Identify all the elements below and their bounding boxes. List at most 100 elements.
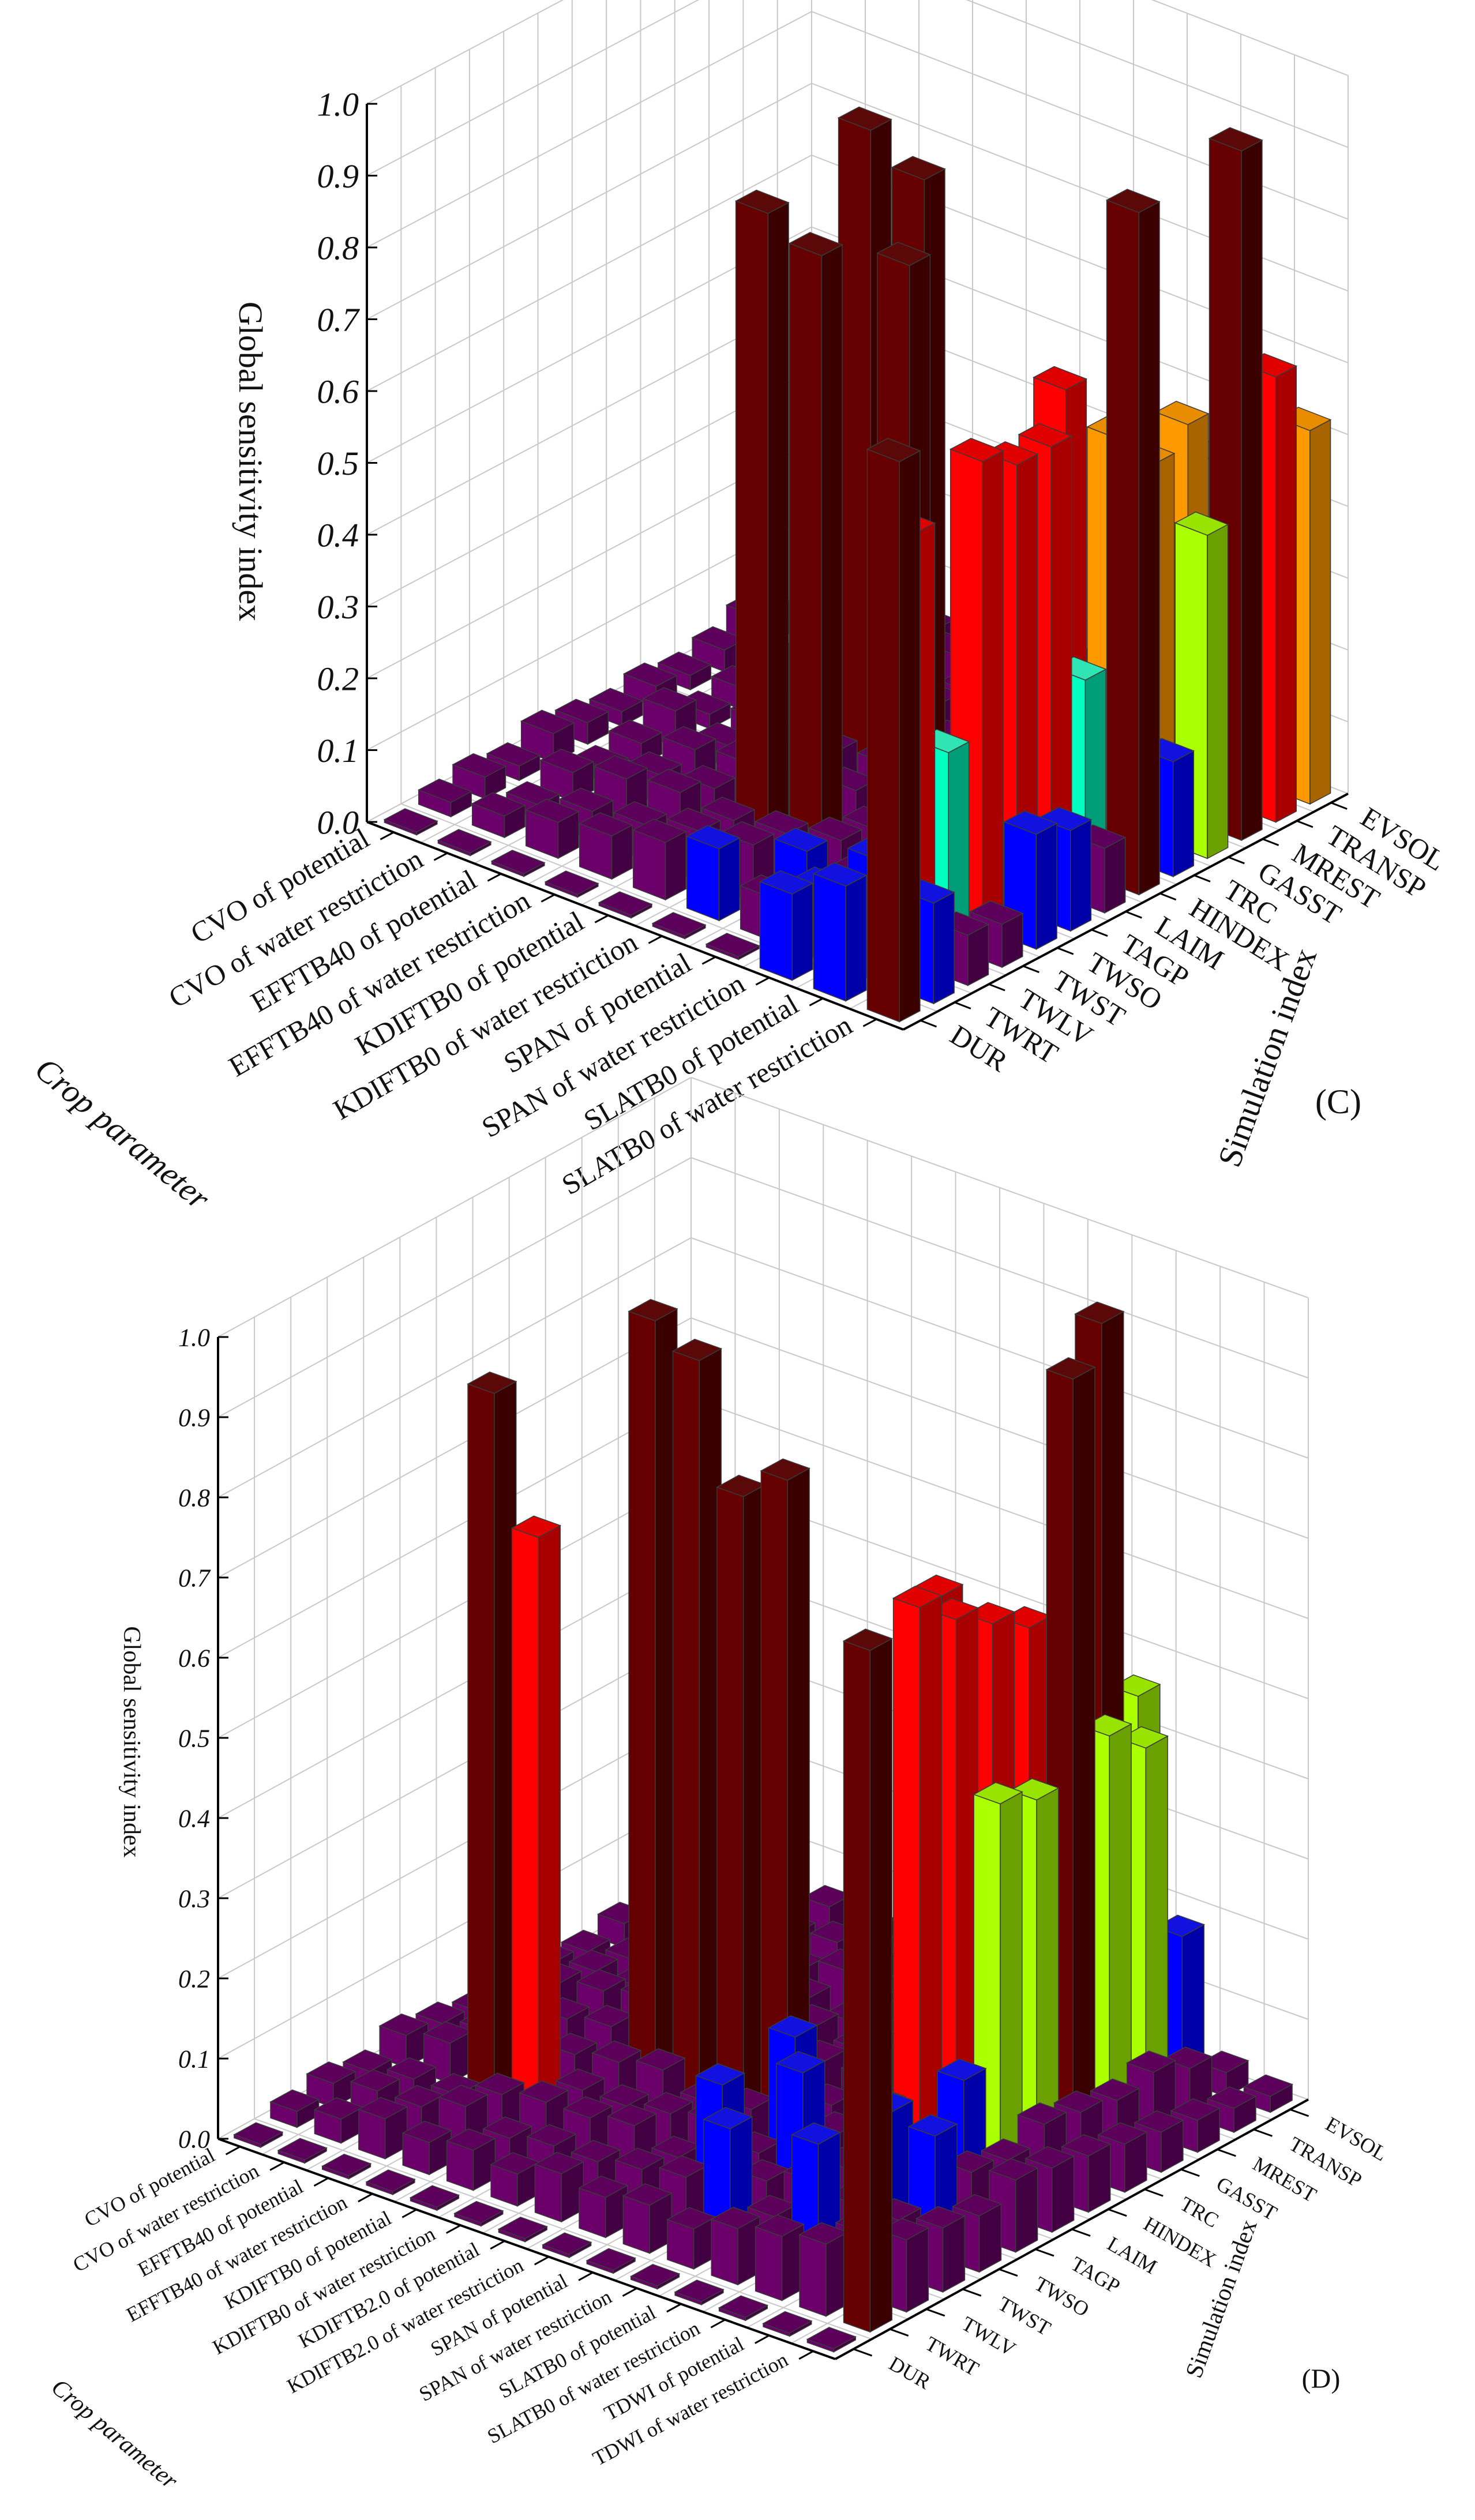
bar-top-face: [544, 870, 599, 895]
bar-top-face: [1089, 2078, 1140, 2101]
z-tick-label: 0.5: [178, 1724, 210, 1752]
z-axis-title: Global sensitivity index: [232, 302, 269, 621]
bar-9-0: [866, 438, 921, 1023]
crop-axis-title: Crop parameter: [46, 2374, 183, 2495]
bar-top-face: [415, 2001, 466, 2024]
bar-top-face: [642, 687, 697, 712]
bar-top-face: [1174, 511, 1229, 536]
left-wall-gridline: [217, 1077, 692, 1338]
bar-top-face: [866, 438, 921, 463]
bar-top-face: [1125, 2050, 1177, 2073]
bar-0-2: [306, 2061, 356, 2108]
simulation-tick: [1253, 2128, 1273, 2137]
bar-top-face: [759, 870, 814, 895]
crop-tick: [380, 831, 395, 840]
simulation-tick: [1180, 2168, 1200, 2177]
bar-4-0: [598, 891, 653, 919]
bar-top-face: [378, 2013, 429, 2036]
bar-top-face: [1170, 2098, 1221, 2121]
bar-top-face: [534, 2151, 585, 2175]
bar-top-face: [710, 2206, 761, 2229]
bar-left-face: [711, 2218, 738, 2286]
bar-10-6: [892, 1586, 943, 2186]
bar-top-face: [467, 1371, 517, 1394]
bar-left-face: [628, 1310, 656, 2091]
bar-top-face: [542, 2232, 592, 2255]
z-axis-title: Global sensitivity index: [118, 1626, 145, 1857]
simulation-tick: [1108, 2208, 1127, 2217]
bar-top-face: [608, 719, 663, 744]
bar-top-face: [790, 2122, 842, 2145]
bar-top-face: [762, 2311, 813, 2334]
bar-1-0: [437, 829, 492, 857]
crop-tick: [755, 977, 770, 986]
bar-top-face: [599, 2084, 650, 2107]
bar-top-face: [453, 2200, 504, 2224]
simulation-tick: [1091, 929, 1108, 937]
bar-8-1: [622, 2183, 673, 2254]
bar-top-face: [695, 2063, 746, 2086]
bar-top-face: [269, 2089, 320, 2112]
bar-2-1: [524, 798, 580, 859]
z-tick-label: 0.6: [178, 1644, 210, 1672]
bar-top-face: [606, 2104, 658, 2127]
bar-right-face: [1070, 818, 1092, 932]
crop-tick: [541, 893, 556, 903]
z-tick-label: 0.1: [317, 732, 359, 769]
z-tick-label: 0.0: [317, 803, 359, 841]
bar-6-6: [716, 1474, 767, 2123]
bar-1-0: [277, 2138, 328, 2164]
bar-top-face: [474, 2072, 525, 2095]
z-tick-label: 0.8: [317, 229, 359, 266]
bar-top-face: [984, 441, 1039, 466]
simulation-tick: [1193, 874, 1211, 882]
bar-top-face: [409, 2185, 460, 2208]
bar-left-face: [789, 242, 823, 867]
bar-right-face: [665, 831, 686, 901]
bar-top-face: [662, 726, 717, 750]
bar-9-0: [629, 2263, 681, 2290]
left-wall-gridline: [217, 1398, 692, 1658]
crop-tick: [809, 997, 824, 1007]
bar-2-0: [490, 850, 546, 877]
bar-top-face: [685, 825, 741, 850]
bar-right-face: [942, 2215, 966, 2293]
bar-5-4: [788, 232, 843, 867]
bar-top-face: [539, 749, 595, 773]
bar-top-face: [554, 698, 610, 723]
simulation-tick: [1217, 2149, 1236, 2157]
bar-8-0: [586, 2248, 636, 2274]
bar-right-face: [933, 891, 955, 1005]
bar-top-face: [681, 765, 736, 790]
crop-tick: [401, 2209, 417, 2218]
bar-right-face: [869, 1638, 893, 2333]
bar-right-face: [767, 201, 789, 846]
crop-tick: [225, 2146, 241, 2155]
bar-left-face: [755, 2226, 783, 2301]
z-tick-label: 0.7: [178, 1564, 211, 1592]
bar-top-face: [511, 1515, 562, 1538]
bar-top-face: [358, 2097, 408, 2120]
bar-right-face: [1072, 1366, 1095, 2142]
bar-right-face: [1035, 823, 1057, 950]
bar-left-face: [866, 448, 900, 1023]
z-tick-label: 0.2: [178, 1965, 210, 1993]
simulation-tick: [1144, 2188, 1164, 2197]
bar-left-face: [1106, 199, 1140, 896]
bar-top-face: [806, 2327, 857, 2349]
bar-5-0: [651, 912, 707, 940]
bar-top-face: [524, 798, 580, 823]
bar-right-face: [1109, 1723, 1132, 2122]
simulation-tick: [1035, 2248, 1054, 2257]
left-wall-gridline: [217, 1718, 692, 1979]
simulation-tick: [1289, 2108, 1309, 2117]
bar-top-face: [767, 2015, 819, 2038]
bar-7-6: [760, 1458, 810, 2139]
bar-top-face: [674, 2279, 725, 2303]
bar-top-face: [570, 2139, 621, 2162]
bar-5-0: [453, 2200, 504, 2227]
bar-top-face: [891, 156, 946, 181]
bar-5-6: [671, 1338, 723, 2107]
crop-tick: [648, 935, 663, 944]
